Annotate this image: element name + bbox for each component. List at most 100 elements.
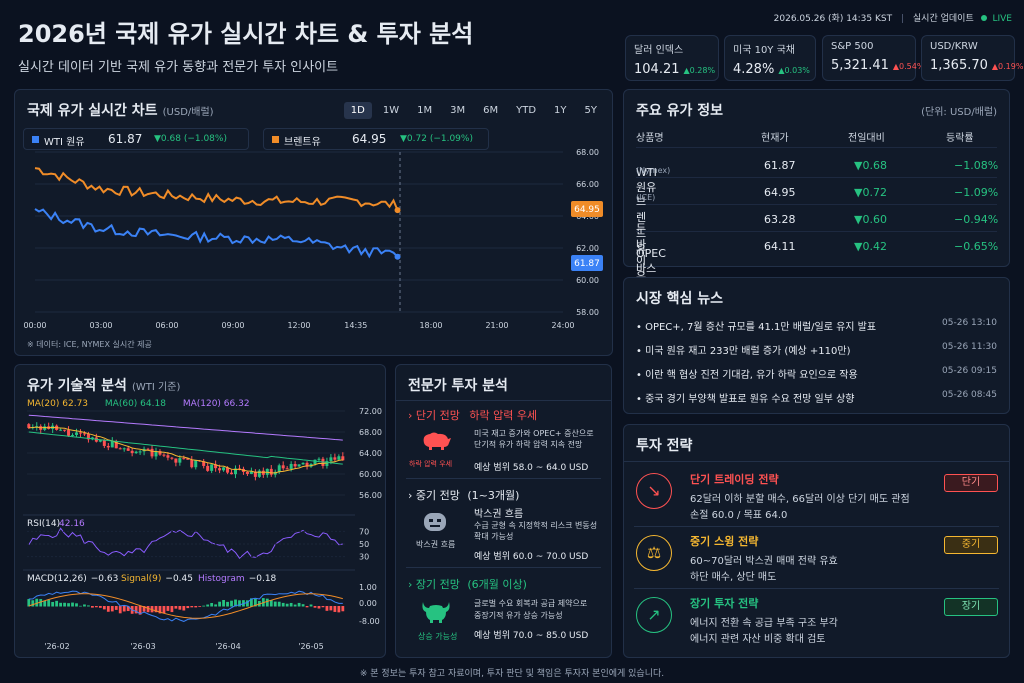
strategy-item[interactable]: ↘ 단기 트레이딩 전략 62달러 이하 분할 매수, 66달러 이상 단기 매… [634, 469, 1000, 521]
page-subtitle: 실시간 데이터 기반 국제 유가 동향과 전문가 투자 인사이트 [18, 60, 339, 75]
candle-body [67, 430, 71, 436]
ticker-value: 5,321.41 [831, 58, 889, 73]
news-title: 시장 핵심 뉴스 [636, 291, 724, 307]
candle-body [162, 454, 166, 456]
ma120-label: MA(120) 66.32 [182, 399, 250, 409]
candle-body [222, 467, 226, 471]
wti-legend[interactable]: WTI 원유 61.87 ▼0.68 (−1.08%) [23, 128, 249, 150]
ticker-card[interactable]: USD/KRW 1,365.70 ▲0.19% [921, 35, 1023, 81]
candle-body [253, 471, 257, 477]
macd-histogram-bar [202, 605, 206, 607]
macd-histogram-bar [98, 606, 102, 608]
ticker-label: USD/KRW [930, 41, 978, 52]
ticker-change: ▲0.19% [991, 62, 1024, 71]
macd-histogram-bar [182, 606, 186, 611]
month-tick-label: '26-05 [298, 642, 323, 651]
strategy-item[interactable]: ↗ 장기 투자 전략 에너지 전환 속 공급 부족 구조 부각 에너지 관련 자… [634, 593, 1000, 645]
timeframe-1y[interactable]: 1Y [554, 105, 567, 116]
macd-histogram-bar [190, 606, 194, 608]
ticker-change: ▲0.28% [683, 66, 716, 75]
macd-histogram-bar [250, 598, 253, 607]
candle-body [313, 459, 317, 465]
macd-label: MACD(12,26) −0.63 [27, 574, 118, 584]
macd-histogram-bar [230, 600, 233, 607]
candle-body [186, 458, 190, 460]
x-tick-label: 06:00 [155, 321, 178, 330]
price-info-unit: (단위: USD/배럴) [921, 107, 997, 118]
ticker-card[interactable]: S&P 500 5,321.41 ▲0.54% [822, 35, 924, 81]
expert-title: 전문가 투자 분석 [408, 378, 508, 394]
rsi-label: RSI(14) [27, 519, 60, 529]
candle-body [130, 450, 134, 454]
table-row[interactable]: 브렌트유 (ICE) 64.95 ▼0.72 −1.09% [636, 179, 998, 256]
timeframe-ytd[interactable]: YTD [516, 105, 537, 116]
macd-histogram-bar [281, 602, 285, 607]
candle-body [289, 463, 293, 470]
mid-term-badge[interactable]: 중기 [944, 536, 998, 554]
long-term-badge[interactable]: 장기 [944, 598, 998, 616]
candle-body [138, 451, 142, 453]
macd-histogram-bar [210, 603, 214, 607]
ticker-card[interactable]: 미국 10Y 국채 4.28% ▲0.03% [724, 35, 816, 81]
timeframe-5y[interactable]: 5Y [584, 105, 597, 116]
timeframe-1m[interactable]: 1M [417, 105, 433, 116]
macd-histogram-bar [285, 603, 289, 607]
technical-subtitle: (WTI 기준) [132, 382, 181, 393]
candle-body [206, 465, 210, 471]
macd-histogram-bar [293, 604, 297, 607]
timeframe-3m[interactable]: 3M [450, 105, 466, 116]
candle-body [210, 464, 214, 471]
month-tick-label: '26-02 [44, 642, 69, 651]
x-tick-label: 21:00 [485, 321, 508, 330]
macd-histogram-bar [47, 599, 51, 607]
strategy-item[interactable]: ⚖ 중기 스윙 전략 60~70달러 박스권 매매 전략 유효 하단 매수, 상… [634, 531, 1000, 583]
table-row[interactable]: WTI 원유 (Nymex) 61.87 ▼0.68 −1.08% [636, 152, 998, 194]
timeframe-6m[interactable]: 6M [483, 105, 499, 116]
ticker-value: 4.28% [733, 62, 775, 77]
wti-line [34, 208, 399, 259]
table-row[interactable]: 두바이유63.28▼0.60−0.94% [636, 206, 998, 283]
candle-body [230, 472, 234, 475]
macd-histogram-bar [246, 600, 249, 607]
candle-body [293, 463, 297, 467]
candle-body [337, 456, 341, 460]
table-row[interactable]: OPEC 바스켓64.11▼0.42−0.65% [636, 240, 999, 291]
macd-histogram-bar [321, 606, 325, 608]
x-tick-label: 14:35 [344, 321, 367, 330]
candle-body [214, 464, 218, 469]
mid-term-tag: 박스권 흐름 [474, 509, 524, 520]
ticker-card[interactable]: 달러 인덱스 104.21 ▲0.28% [625, 35, 719, 81]
brent-legend[interactable]: 브렌트유 64.95 ▼0.72 (−1.09%) [263, 128, 489, 150]
header-status: 2026.05.26 (화) 14:35 KST | 실시간 업데이트 LIVE [773, 14, 1012, 24]
datetime: 2026.05.26 (화) 14:35 KST [773, 14, 893, 24]
expert-panel: 전문가 투자 분석 › 단기 전망 하락 압력 우세 하락 압력 우세 미국 재… [395, 364, 612, 658]
candle-body [285, 468, 289, 470]
main-chart-title: 국제 유가 실시간 차트 [27, 103, 158, 119]
macd-histogram-bar [341, 606, 345, 612]
short-term-badge[interactable]: 단기 [944, 474, 998, 492]
macd-histogram-bar [63, 602, 66, 607]
macd-histogram-bar [59, 602, 62, 607]
timeframe-1d[interactable]: 1D [343, 102, 372, 119]
update-label: 실시간 업데이트 [912, 14, 974, 24]
candle-body [281, 465, 285, 469]
candle-body [257, 470, 261, 477]
month-tick-label: '26-03 [130, 642, 155, 651]
long-term-head: 장기 전망 [415, 578, 460, 591]
macd-histogram-bar [94, 606, 98, 608]
timeframe-1w[interactable]: 1W [382, 105, 400, 116]
candle-body [126, 448, 130, 451]
macd-histogram-bar [170, 606, 174, 613]
long-term-desc: 중장기적 유가 상승 가능성 [474, 611, 563, 620]
long-term-outlook: › 장기 전망 (6개월 이상) [408, 578, 527, 591]
ma60-label: MA(60) 64.18 [104, 399, 166, 409]
candle-body [341, 456, 345, 461]
macd-histogram-bar [238, 600, 241, 607]
candle-body [174, 458, 178, 463]
candle-body [118, 448, 122, 450]
macd-histogram-bar [178, 606, 182, 610]
macd-histogram-bar [55, 600, 59, 607]
brent-legend-change: ▼0.72 (−1.09%) [400, 134, 473, 144]
page-title: 2026년 국제 유가 실시간 차트 & 투자 분석 [18, 20, 474, 48]
